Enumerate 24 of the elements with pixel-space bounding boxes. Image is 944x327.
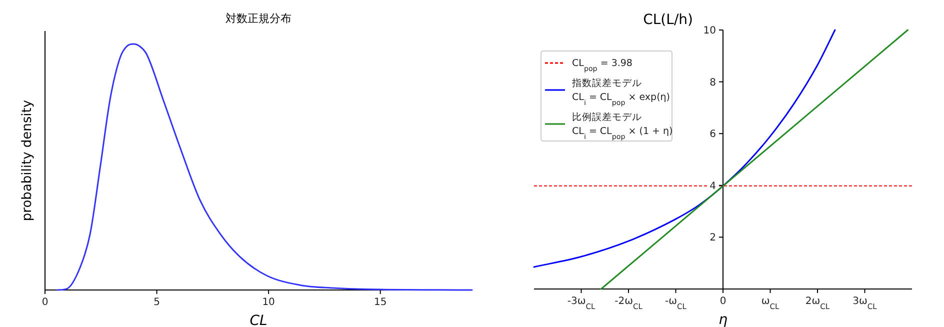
x-tick-label: 10 xyxy=(262,297,275,308)
x-tick-label: 15 xyxy=(374,297,387,308)
x-tick-label: 0 xyxy=(42,297,48,308)
y-tick-label: 8 xyxy=(710,77,716,88)
x-tick-label: 0 xyxy=(720,296,726,307)
y-tick-label: 4 xyxy=(710,180,716,192)
y-axis-title: CL(L/h) xyxy=(643,12,693,28)
y-axis-title: probability density xyxy=(20,100,35,222)
x-tick-label: -3ω$_{CL}$ xyxy=(567,296,596,310)
x-axis-title: η xyxy=(718,312,728,327)
legend-label: CL$_{pop}$ = 3.98 xyxy=(572,58,632,72)
legend-label: 指数誤差モデル CL$_{i}$ = CL$_{pop}$ × exp(η) xyxy=(571,77,670,106)
y-tick-label: 6 xyxy=(710,129,716,140)
y-tick-label: 2 xyxy=(710,232,716,244)
x-tick-label: 5 xyxy=(154,297,160,308)
y-tick-label: 10 xyxy=(703,26,716,36)
x-tick-label: -2ω$_{CL}$ xyxy=(614,296,644,310)
x-tick-label: 3ω$_{CL}$ xyxy=(852,296,878,310)
chart-title: 対数正規分布 xyxy=(226,12,292,25)
x-tick-label: -ω$_{CL}$ xyxy=(665,296,688,310)
legend-label: 比例誤差モデル CL$_{i}$ = CL$_{pop}$ × (1 + η) xyxy=(572,111,673,140)
x-tick-label: ω$_{CL}$ xyxy=(761,296,780,310)
x-tick-label: 2ω$_{CL}$ xyxy=(805,296,830,310)
x-axis-title: CL xyxy=(250,313,268,327)
